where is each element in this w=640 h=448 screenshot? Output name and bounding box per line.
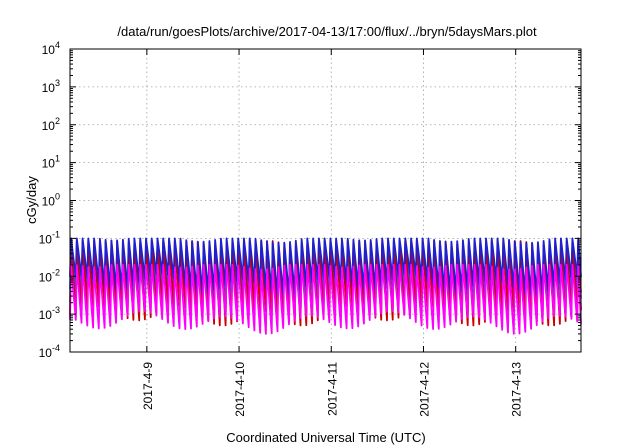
y-tick-label: 102 [42,116,60,133]
y-tick-label: 10-4 [39,343,60,360]
y-tick-label: 101 [42,154,60,171]
y-tick-label: 100 [42,192,60,209]
series-line [69,263,582,335]
series-layer [69,237,582,335]
x-axis-title: Coordinated Universal Time (UTC) [226,430,425,445]
grid-layer [70,49,581,352]
y-tick-label: 10-2 [39,267,60,284]
x-tick-label: 2017-4-12 [417,362,431,417]
x-tick-label: 2017-4-11 [325,362,339,416]
y-tick-label: 104 [42,40,60,57]
y-axis-title: cGy/day [24,176,39,224]
y-tick-label: 10-3 [39,305,60,322]
x-tick-label: 2017-4-10 [233,362,247,417]
x-tick-label: 2017-4-9 [141,362,155,410]
y-tick-layer: 10-4 10-3 10-2 10-1 100 101 102 103 104 [39,40,581,360]
y-tick-label: 103 [42,78,60,95]
y-tick-label: 10-1 [39,229,60,246]
chart-title: /data/run/goesPlots/archive/2017-04-13/1… [117,24,537,39]
x-tick-layer: 2017-4-9 2017-4-10 2017-4-11 2017-4-12 2017-… [141,49,524,417]
series-line [69,237,582,297]
x-tick-label: 2017-4-13 [510,362,524,417]
